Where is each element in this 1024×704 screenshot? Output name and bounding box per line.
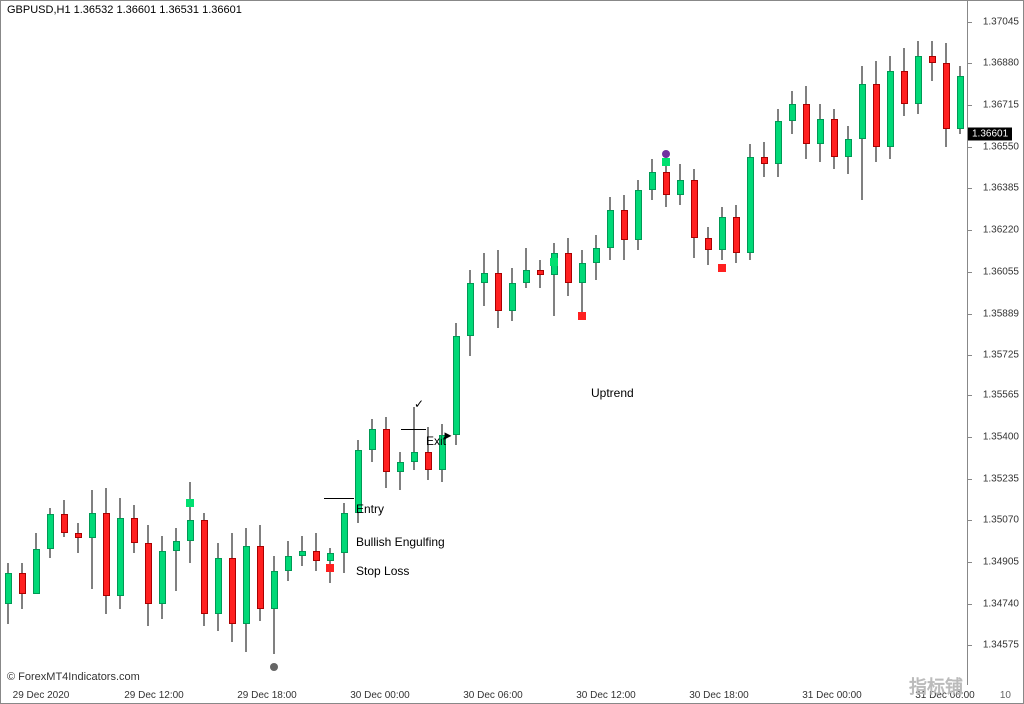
annotation-label: Entry [356,502,384,516]
x-tick: 30 Dec 18:00 [689,690,749,701]
x-tick: 29 Dec 12:00 [124,690,184,701]
y-tick: 1.36055 [983,266,1019,277]
signal-marker-red [718,264,726,272]
y-tick: 1.34740 [983,598,1019,609]
signal-marker-red [326,564,334,572]
y-tick: 1.36385 [983,183,1019,194]
y-tick: 1.37045 [983,16,1019,27]
signal-marker-green [550,258,558,266]
annotation-label: Stop Loss [356,564,409,578]
y-tick: 1.35235 [983,473,1019,484]
x-tick: 29 Dec 2020 [13,690,70,701]
y-tick: 1.36220 [983,225,1019,236]
annotation-label: Uptrend [591,386,634,400]
signal-marker-purple [662,150,670,158]
chart-area[interactable]: Entry Bullish Engulfing Stop Loss Exit Uptre… [1,1,968,685]
y-tick: 1.34905 [983,557,1019,568]
copyright-label: © ForexMT4Indicators.com [7,671,140,683]
chart-container: GBPUSD,H1 1.36532 1.36601 1.36531 1.3660… [0,0,1024,704]
arrow-icon: ▸ [444,426,451,443]
x-tick: 30 Dec 12:00 [576,690,636,701]
x-tick: 31 Dec 00:00 [802,690,862,701]
signal-marker-red [578,312,586,320]
annotation-label: Exit [426,434,446,448]
y-tick: 1.35889 [983,308,1019,319]
x-tick: 30 Dec 06:00 [463,690,523,701]
y-tick: 1.36715 [983,100,1019,111]
y-tick: 1.36880 [983,58,1019,69]
checkmark-icon: ✓ [414,397,424,411]
watermark-label: 指标铺 [909,673,963,699]
corner-label: 10 [1000,690,1011,701]
y-axis: 1.34575 1.34740 1.34905 1.35070 1.35235 1.354… [968,1,1023,685]
y-tick: 1.35070 [983,515,1019,526]
y-tick: 1.35565 [983,390,1019,401]
annotation-label: Bullish Engulfing [356,535,445,549]
y-tick: 1.35725 [983,349,1019,360]
y-tick: 1.35400 [983,432,1019,443]
x-axis: 29 Dec 2020 29 Dec 12:00 29 Dec 18:00 30 De… [1,685,968,703]
signal-marker-green [662,158,670,166]
y-tick: 1.34575 [983,640,1019,651]
signal-marker-circle [270,663,278,671]
y-tick: 1.36550 [983,141,1019,152]
signal-marker-green [186,499,194,507]
entry-line [324,498,354,499]
current-price-label: 1.36601 [968,127,1012,140]
x-tick: 29 Dec 18:00 [237,690,297,701]
entry-line [401,429,426,430]
x-tick: 30 Dec 00:00 [350,690,410,701]
